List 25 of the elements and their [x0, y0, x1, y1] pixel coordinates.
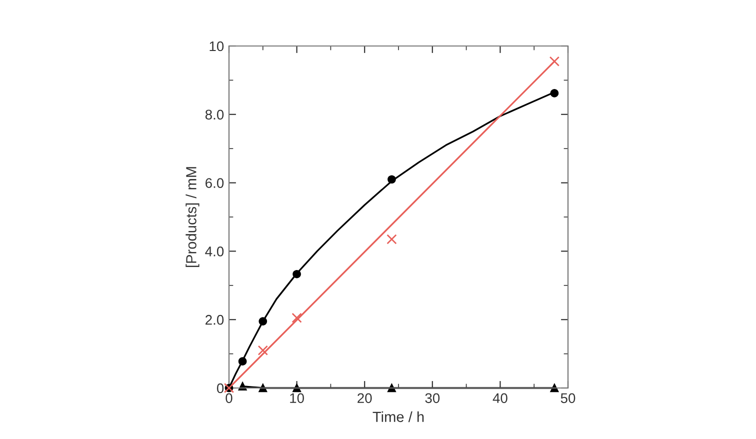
y-tick-label: 2.0 [206, 314, 224, 325]
x-axis-title: Time / h [372, 411, 424, 422]
y-tick-label: 4.0 [205, 246, 224, 256]
point [550, 89, 559, 98]
point [292, 270, 301, 278]
point [258, 345, 268, 356]
point [292, 312, 302, 323]
x-tick-label: 20 [358, 393, 372, 404]
y-tick-label: 6.0 [206, 178, 224, 188]
y-tick-label: 8.0 [205, 110, 224, 120]
x-tick-label: 50 [560, 393, 576, 404]
point [238, 382, 247, 390]
point [258, 384, 268, 392]
y-tick-label: 10 [210, 41, 224, 52]
point [388, 175, 396, 184]
y-tick-label: 0 [216, 383, 224, 394]
point [258, 317, 268, 326]
x-tick-label: 10 [290, 393, 304, 404]
point [238, 357, 247, 366]
x-tick-label: 30 [425, 393, 440, 404]
point [549, 56, 560, 66]
y-axis-title: [Products] / mM [186, 167, 200, 268]
point [386, 234, 397, 244]
x-tick-label: 40 [492, 393, 508, 404]
x-tick-label: 0 [226, 393, 232, 404]
